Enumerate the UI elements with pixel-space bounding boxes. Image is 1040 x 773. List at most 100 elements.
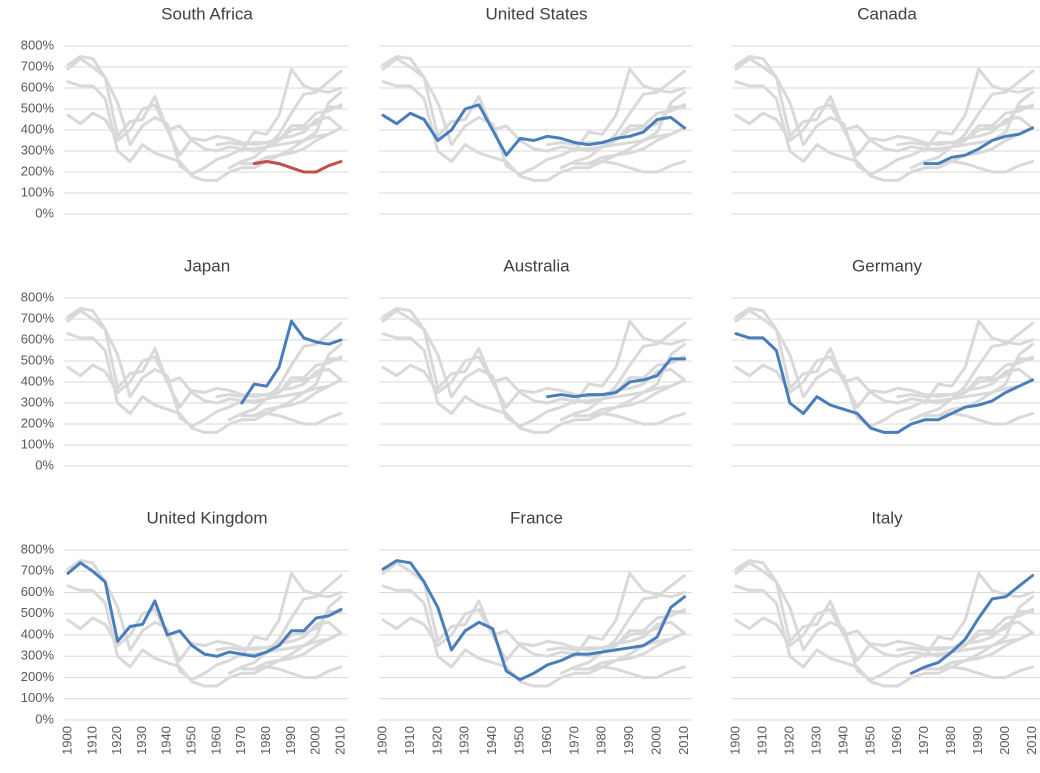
other-line (381, 309, 686, 405)
other-line (381, 584, 686, 688)
other-line (227, 321, 343, 422)
other-line (66, 332, 343, 434)
y-tick-label: 800% (21, 289, 55, 304)
y-tick-label: 400% (21, 121, 55, 136)
other-line (66, 309, 343, 405)
highlight-line (252, 160, 343, 174)
y-tick-label: 0% (35, 457, 54, 472)
x-tick-label: 1950 (511, 726, 526, 755)
x-tick-label: 1900 (59, 726, 74, 755)
other-line (381, 57, 686, 153)
y-tick-label: 100% (21, 184, 55, 199)
x-tick-label: 1980 (258, 726, 273, 755)
other-line (909, 69, 1035, 170)
panel-title: Japan (184, 256, 230, 275)
other-line (734, 561, 1035, 658)
panel-title: United Kingdom (147, 508, 268, 527)
x-tick-label: 1920 (781, 726, 796, 755)
other-line (573, 319, 686, 405)
x-tick-label: 2000 (649, 726, 664, 755)
other-line (734, 57, 1035, 153)
x-tick-label: 1990 (970, 726, 985, 755)
other-line (936, 665, 1035, 679)
y-tick-label: 100% (21, 690, 55, 705)
x-tick-label: 1960 (889, 726, 904, 755)
other-line (66, 584, 343, 688)
other-line (66, 559, 343, 682)
panel: South Africa 0% 100% 200% 300% 400% 500% 600% 70… (21, 4, 348, 220)
other-line (559, 574, 686, 675)
other-line (734, 559, 1035, 682)
x-tick-label: 1920 (429, 726, 444, 755)
other-line (66, 307, 343, 428)
other-line (734, 80, 1035, 182)
y-tick-label: 200% (21, 163, 55, 178)
y-tick-label: 100% (21, 436, 55, 451)
highlight-line (381, 559, 686, 682)
x-tick-label: 1950 (184, 726, 199, 755)
other-line (240, 67, 343, 153)
other-line (252, 412, 343, 426)
other-line (587, 665, 686, 679)
y-tick-label: 800% (21, 37, 55, 52)
y-tick-label: 800% (21, 541, 55, 556)
other-line (227, 69, 343, 170)
highlight-line (381, 103, 686, 157)
x-tick-label: 1940 (159, 726, 174, 755)
highlight-line (240, 319, 343, 405)
x-tick-label: 1910 (754, 726, 769, 755)
x-tick-label: 1930 (808, 726, 823, 755)
other-line (923, 319, 1035, 405)
x-tick-label: 2000 (308, 726, 323, 755)
panel-title: Australia (503, 256, 570, 275)
y-tick-label: 0% (35, 205, 54, 220)
other-line (573, 67, 686, 153)
x-tick-label: 2000 (997, 726, 1012, 755)
x-tick-label: 1950 (862, 726, 877, 755)
other-line (936, 412, 1035, 426)
panel: Germany (732, 256, 1040, 467)
y-tick-label: 400% (21, 373, 55, 388)
y-tick-label: 300% (21, 142, 55, 157)
other-line (734, 55, 1035, 176)
other-line (227, 574, 343, 675)
x-tick-label: 2010 (676, 726, 691, 755)
x-tick-label: 1990 (621, 726, 636, 755)
panel-title: Italy (871, 508, 903, 527)
panel: Japan 0% 100% 200% 300% 400% 500% 600% 700% 800% (21, 256, 348, 472)
other-line (381, 561, 686, 658)
panel: Italy 1900 1910 1920 1930 1940 1950 1960 1970 198… (727, 508, 1040, 755)
x-tick-label: 1990 (283, 726, 298, 755)
other-line (66, 80, 343, 182)
other-line (66, 55, 343, 176)
x-tick-label: 1920 (109, 726, 124, 755)
y-tick-label: 200% (21, 415, 55, 430)
x-tick-label: 1910 (402, 726, 417, 755)
panel: Canada (732, 4, 1040, 215)
panel: France 1900 1910 1920 1930 1940 1950 1960 1970 19… (374, 508, 692, 755)
panel: United Kingdom 0% 100% 200% 300% 400% 500% 600%… (21, 508, 348, 755)
highlight-line (909, 574, 1035, 675)
y-tick-label: 600% (21, 584, 55, 599)
y-tick-label: 500% (21, 100, 55, 115)
other-line (381, 55, 686, 176)
other-line (734, 309, 1035, 405)
highlight-line (923, 126, 1035, 166)
panel-title: United States (485, 4, 587, 23)
x-tick-label: 1970 (566, 726, 581, 755)
other-line (381, 332, 686, 434)
panel: Australia (379, 256, 692, 467)
other-line (734, 307, 1035, 428)
x-tick-label: 1910 (84, 726, 99, 755)
y-tick-label: 500% (21, 352, 55, 367)
highlight-line (546, 357, 686, 399)
other-line (573, 571, 686, 658)
highlight-line (66, 561, 343, 658)
other-line (923, 67, 1035, 153)
y-tick-label: 300% (21, 394, 55, 409)
other-line (66, 57, 343, 153)
y-tick-label: 600% (21, 331, 55, 346)
x-tick-label: 1980 (943, 726, 958, 755)
other-line (559, 69, 686, 170)
